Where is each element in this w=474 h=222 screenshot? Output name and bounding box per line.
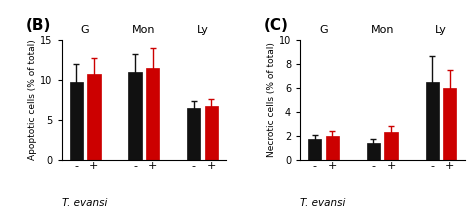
Bar bbox=[367, 143, 380, 160]
Bar bbox=[308, 139, 321, 160]
Bar bbox=[426, 82, 439, 160]
Bar bbox=[128, 72, 142, 160]
Text: T. evansi: T. evansi bbox=[300, 198, 346, 208]
Y-axis label: Apoptotic cells (% of total): Apoptotic cells (% of total) bbox=[28, 40, 37, 160]
Text: Ly: Ly bbox=[197, 25, 209, 35]
Bar bbox=[146, 68, 159, 160]
Text: Mon: Mon bbox=[132, 25, 155, 35]
Y-axis label: Necrotic cells (% of total): Necrotic cells (% of total) bbox=[267, 42, 276, 157]
Bar bbox=[326, 136, 339, 160]
Text: Mon: Mon bbox=[371, 25, 394, 35]
Text: G: G bbox=[81, 25, 90, 35]
Text: G: G bbox=[319, 25, 328, 35]
Bar bbox=[187, 108, 201, 160]
Text: T. evansi: T. evansi bbox=[62, 198, 107, 208]
Text: Ly: Ly bbox=[435, 25, 447, 35]
Bar bbox=[443, 88, 456, 160]
Bar bbox=[384, 132, 398, 160]
Text: (C): (C) bbox=[264, 18, 289, 33]
Bar bbox=[205, 106, 218, 160]
Text: (B): (B) bbox=[26, 18, 51, 33]
Bar bbox=[87, 73, 100, 160]
Bar bbox=[70, 81, 83, 160]
